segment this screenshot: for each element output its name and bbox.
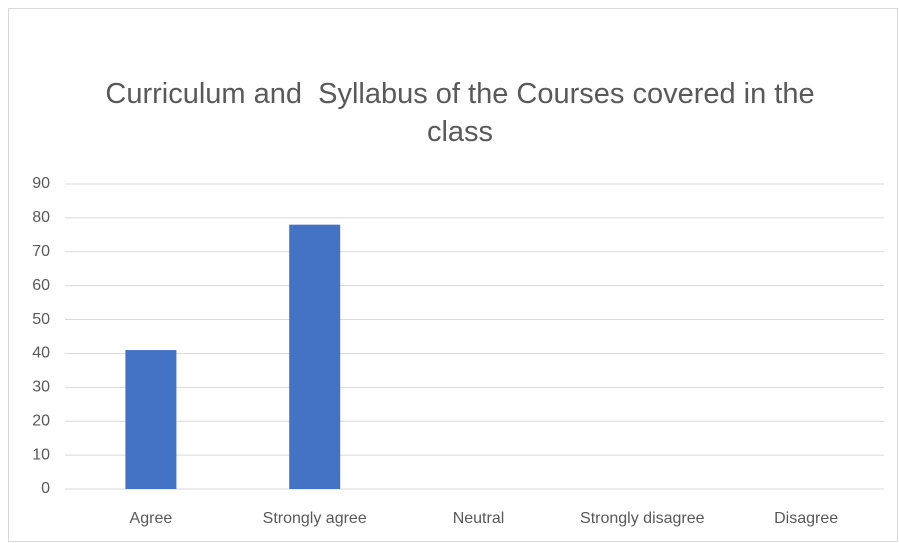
x-tick-label: Strongly disagree — [580, 510, 705, 527]
x-tick-label: Strongly agree — [263, 510, 367, 527]
x-tick-label: Neutral — [453, 510, 505, 527]
y-tick-label: 20 — [32, 412, 50, 429]
y-tick-label: 0 — [41, 480, 50, 497]
x-tick-label: Agree — [130, 510, 173, 527]
y-tick-label: 40 — [32, 345, 50, 362]
y-tick-label: 60 — [32, 277, 50, 294]
y-tick-label: 10 — [32, 446, 50, 463]
y-tick-label: 70 — [32, 243, 50, 260]
y-tick-label: 50 — [32, 311, 50, 328]
y-tick-label: 30 — [32, 379, 50, 396]
x-tick-label: Disagree — [774, 510, 838, 527]
bar — [289, 224, 341, 489]
chart-border — [8, 8, 898, 542]
y-tick-label: 80 — [32, 209, 50, 226]
chart-title: Curriculum and Syllabus of the Courses c… — [105, 78, 823, 148]
bar — [125, 350, 177, 489]
y-tick-label: 90 — [32, 175, 50, 192]
